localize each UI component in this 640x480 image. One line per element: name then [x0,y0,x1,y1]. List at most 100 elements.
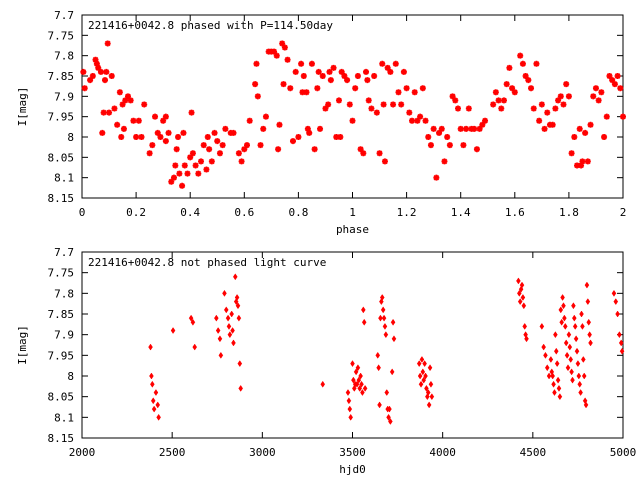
phased-data-point [287,85,294,92]
unphased-data-point [573,335,579,343]
unphased-data-point [229,310,234,318]
phased-data-point [614,73,621,79]
phased-data-point [289,138,296,145]
unphased-x-tick-label: 2000 [69,446,96,459]
unphased-data-point [425,389,431,396]
phased-data-point [262,113,269,120]
unphased-data-point [223,306,229,314]
phased-data-point [195,170,202,177]
phased-data-point [465,105,472,112]
unphased-data-point [556,384,562,392]
phased-data-point [419,85,426,92]
unphased-data-point [569,368,574,376]
phased-data-point [325,101,332,108]
phased-data-point [400,68,407,75]
unphased-data-point [429,393,435,401]
phased-data-point [238,158,245,165]
phased-data-point [103,68,110,75]
phased-data-point [557,93,564,100]
unphased-data-point [577,380,583,388]
phased-data-point [279,40,286,47]
phased-data-point [430,125,437,132]
unphased-data-point [586,318,592,326]
phased-data-point [498,105,505,112]
phased-data-point [609,77,616,84]
phased-data-point [157,134,164,140]
unphased-data-point [226,322,232,330]
phased-data-point [299,89,306,96]
phased-data-point [444,134,451,140]
unphased-data-point [581,356,586,363]
phased-data-point [371,73,378,79]
unphased-data-point [546,372,552,380]
phased-data-point [337,134,344,140]
unphased-data-point [581,372,587,380]
phased-data-point [380,101,387,108]
unphased-data-point [381,314,387,322]
unphased-x-tick-label: 5000 [610,446,637,459]
phased-data-point [120,125,127,132]
unphased-data-point [423,372,428,380]
phased-data-point [173,146,180,153]
unphased-data-point [215,327,221,334]
phased-data-point [381,158,388,165]
phased-data-point [97,68,104,75]
unphased-data-point [517,298,523,306]
phased-data-point [181,162,188,169]
unphased-data-point [362,384,368,392]
phased-data-point [319,73,326,79]
unphased-data-point [355,364,361,372]
phased-data-point [590,93,597,100]
unphased-data-point [188,314,194,322]
phased-data-point [519,60,526,67]
unphased-y-tick-label: 8 [67,370,74,383]
unphased-data-point [170,327,176,334]
phased-data-point [104,40,111,47]
unphased-data-point [566,331,572,339]
unphased-data-point [517,289,522,297]
phased-data-point [106,109,113,116]
phased-data-point [317,125,324,132]
unphased-data-point [552,389,557,396]
phased-data-point [568,150,575,157]
phased-data-point [454,105,461,112]
unphased-data-point [389,368,395,376]
unphased-data-point [214,314,219,322]
phased-data-point [584,158,591,165]
unphased-data-point [524,335,529,343]
unphased-data-point [548,356,554,363]
phased-data-point [172,162,179,169]
phased-data-point [311,146,318,153]
phased-data-point [87,77,94,84]
phased-data-point [141,101,148,108]
phased-data-point [500,97,507,104]
phased-data-point [620,113,626,120]
unphased-data-point [419,356,425,363]
phased-data-point [253,60,260,67]
phased-y-tick-label: 7.75 [48,29,75,42]
phased-data-point [565,93,572,100]
unphased-data-point [576,372,582,380]
phased-data-point [127,97,134,104]
phased-data-point [135,117,142,124]
phased-data-point [368,105,375,112]
phased-data-point [327,77,334,84]
phased-data-point [414,117,421,124]
phased-data-point [373,109,380,116]
unphased-data-point [361,318,367,326]
phased-data-point [601,134,608,140]
phased-data-point [422,117,429,124]
unphased-data-point [151,405,157,413]
phased-data-point [93,60,100,67]
phased-data-point [598,89,605,96]
phased-data-point [188,109,195,116]
unphased-x-tick-label: 3000 [249,446,276,459]
unphased-data-point [234,294,240,301]
unphased-data-point [148,343,153,351]
phased-data-point [376,150,383,157]
phased-data-point [406,109,413,116]
phased-data-point [124,93,131,100]
unphased-data-point [426,401,432,409]
phased-data-point [533,60,540,67]
phased-data-point [149,142,156,149]
